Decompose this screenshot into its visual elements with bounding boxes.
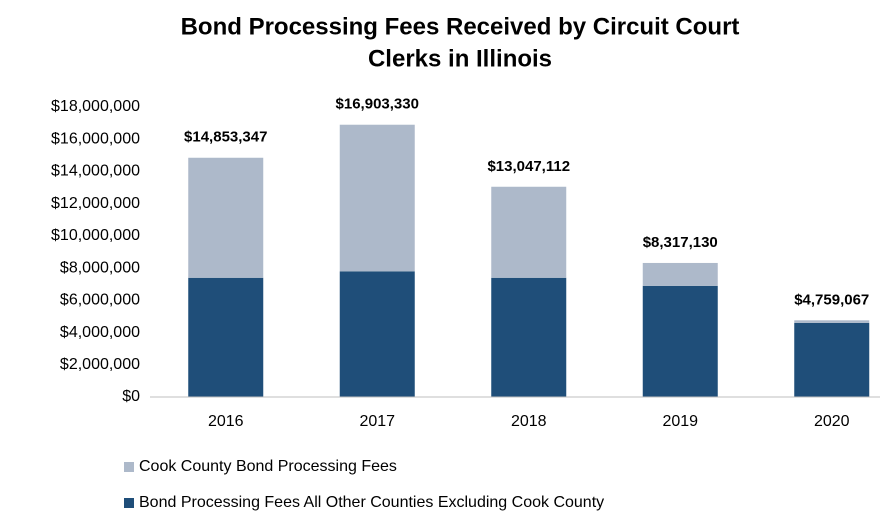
bar-segment [339, 271, 415, 397]
bar-segment [794, 322, 870, 397]
y-tick-label: $8,000,000 [60, 259, 140, 276]
bar-segment [642, 285, 718, 397]
bar-segment [188, 277, 264, 397]
x-tick-label: 2019 [662, 413, 698, 430]
x-tick-label: 2018 [511, 413, 547, 430]
chart-title: Clerks in Illinois [368, 45, 552, 72]
legend-swatch [124, 498, 134, 508]
total-label: $16,903,330 [336, 96, 419, 113]
y-tick-label: $4,000,000 [60, 324, 140, 341]
bar-segment [642, 262, 718, 286]
y-tick-label: $2,000,000 [60, 356, 140, 373]
x-tick-label: 2020 [814, 413, 850, 430]
bar-segment [794, 320, 870, 323]
total-label: $4,759,067 [794, 291, 869, 308]
y-tick-label: $10,000,000 [51, 227, 140, 244]
y-tick-label: $18,000,000 [51, 98, 140, 115]
total-label: $14,853,347 [184, 129, 267, 146]
total-label: $8,317,130 [643, 234, 718, 251]
y-tick-label: $0 [122, 388, 140, 405]
bar-segment [491, 277, 567, 397]
y-tick-label: $16,000,000 [51, 130, 140, 147]
y-tick-label: $6,000,000 [60, 292, 140, 309]
y-tick-label: $12,000,000 [51, 195, 140, 212]
legend-label: Cook County Bond Processing Fees [139, 458, 397, 475]
bar-segment [188, 157, 264, 278]
legend-swatch [124, 462, 134, 472]
bar-segment [491, 186, 567, 278]
y-tick-label: $14,000,000 [51, 163, 140, 180]
legend-label: Bond Processing Fees All Other Counties … [139, 494, 604, 511]
chart-title: Bond Processing Fees Received by Circuit… [181, 13, 740, 40]
total-label: $13,047,112 [487, 158, 570, 175]
x-tick-label: 2017 [359, 413, 395, 430]
x-tick-label: 2016 [208, 413, 244, 430]
bar-segment [339, 124, 415, 272]
